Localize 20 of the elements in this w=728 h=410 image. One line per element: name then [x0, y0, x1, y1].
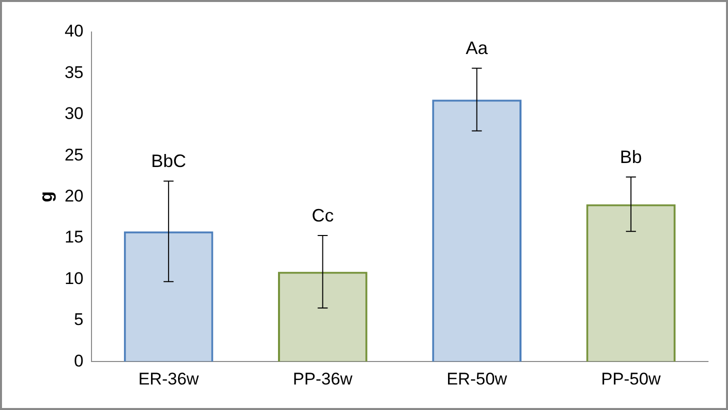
x-tick-label: ER-50w	[446, 369, 508, 388]
x-tick-label: PP-36w	[292, 369, 354, 388]
y-tick-label: 5	[74, 310, 84, 330]
annotation: Aa	[466, 38, 489, 58]
y-tick-label: 20	[64, 186, 84, 206]
y-tick-label: 0	[74, 351, 84, 370]
y-tick-label: 10	[64, 268, 84, 288]
y-axis-title: g	[36, 191, 56, 202]
annotation: Bb	[620, 146, 642, 167]
annotation: Cc	[312, 205, 334, 226]
y-tick-label: 25	[64, 145, 84, 164]
y-tick-label: 40	[64, 22, 84, 41]
x-tick-label: ER-36w	[138, 369, 200, 388]
y-tick-label: 15	[64, 228, 84, 247]
bar	[278, 272, 368, 362]
x-tick-label: PP-50w	[601, 369, 662, 388]
bar	[124, 231, 214, 362]
y-tick-label: 35	[64, 62, 84, 82]
y-tick-label: 30	[64, 104, 84, 124]
annotation: BbC	[151, 151, 186, 172]
